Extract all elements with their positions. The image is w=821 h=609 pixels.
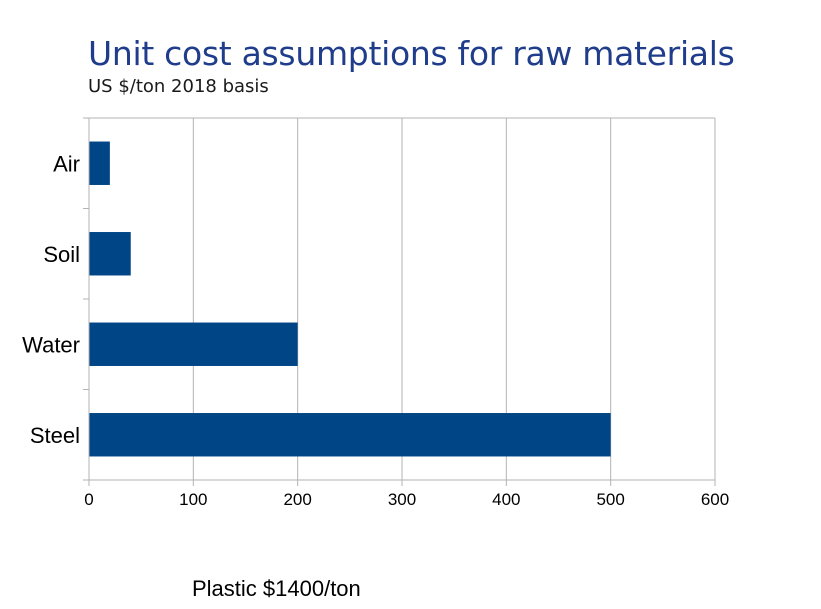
x-tick-label: 300 (388, 490, 416, 509)
chart-title: Unit cost assumptions for raw materials (88, 34, 735, 73)
y-category-label: Steel (30, 423, 80, 448)
y-category-label: Soil (43, 242, 80, 267)
bar-soil (89, 232, 131, 276)
x-tick-label: 500 (596, 490, 624, 509)
x-tick-label: 400 (492, 490, 520, 509)
tick-labels: 0 100 200 300 400 500 600 Air Soil Water Steel (22, 151, 729, 509)
axes (83, 117, 716, 486)
bars (89, 141, 611, 457)
x-tick-label: 200 (283, 490, 311, 509)
bar-water (89, 322, 298, 366)
bar-air (89, 141, 110, 185)
plastic-cost-note: Plastic $1400/ton (192, 576, 361, 601)
y-category-label: Water (22, 332, 80, 357)
x-tick-label: 100 (179, 490, 207, 509)
chart-subtitle: US $/ton 2018 basis (88, 76, 269, 97)
x-tick-label: 600 (701, 490, 729, 509)
y-category-label: Air (53, 151, 80, 176)
bar-steel (89, 413, 611, 457)
x-tick-label: 0 (84, 490, 93, 509)
